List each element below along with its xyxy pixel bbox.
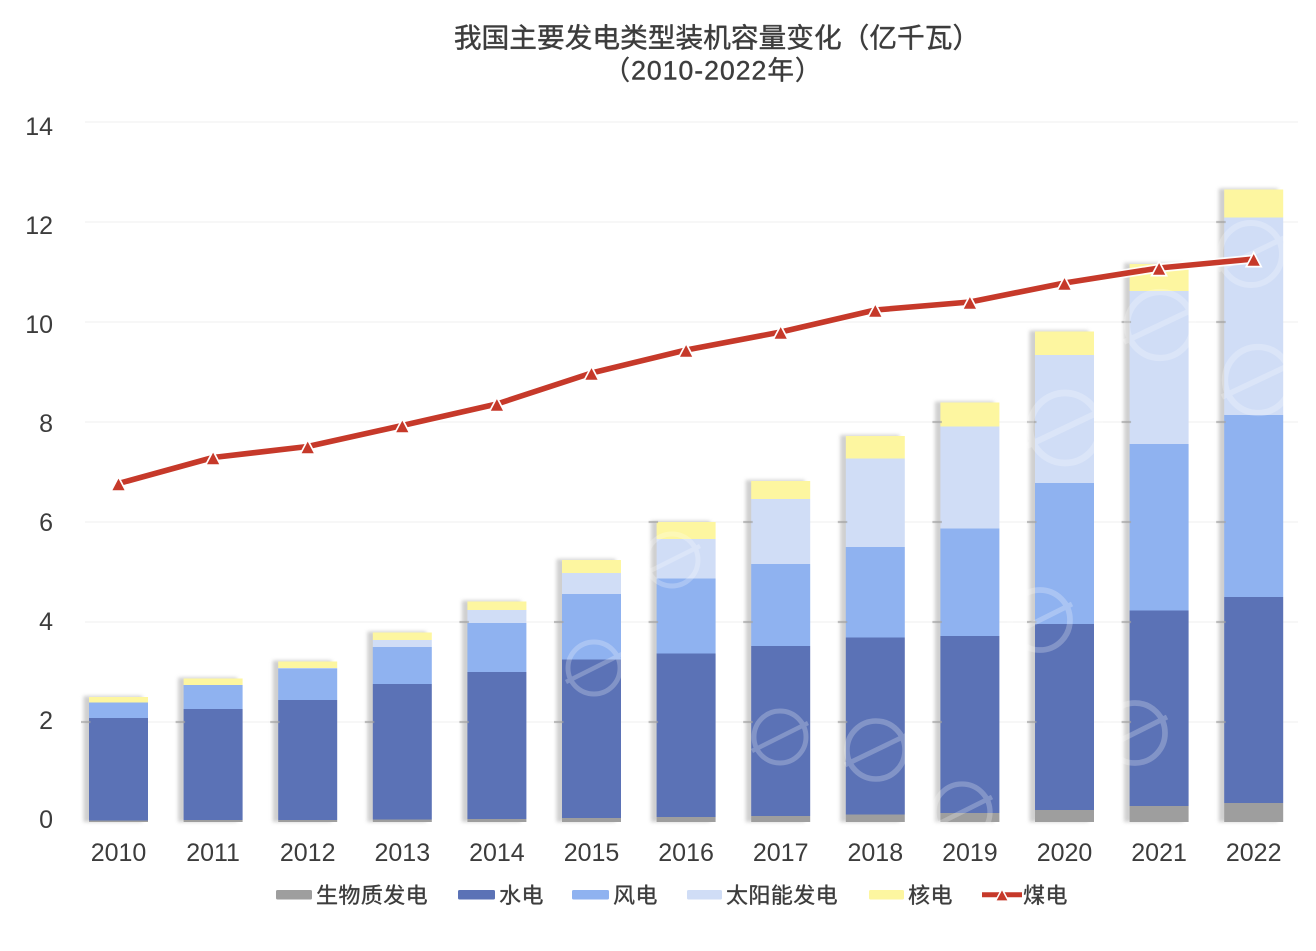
svg-text:2019: 2019 bbox=[942, 839, 998, 867]
svg-text:0: 0 bbox=[39, 806, 53, 834]
svg-text:2017: 2017 bbox=[753, 839, 809, 867]
svg-text:4: 4 bbox=[39, 608, 53, 636]
svg-text:2018: 2018 bbox=[847, 839, 903, 867]
svg-text:2020: 2020 bbox=[1037, 839, 1093, 867]
svg-text:10: 10 bbox=[25, 311, 53, 339]
svg-text:8: 8 bbox=[39, 410, 53, 438]
svg-text:2015: 2015 bbox=[564, 839, 620, 867]
svg-text:2014: 2014 bbox=[469, 839, 525, 867]
svg-text:2013: 2013 bbox=[374, 839, 430, 867]
svg-text:6: 6 bbox=[39, 509, 53, 537]
svg-text:2011: 2011 bbox=[186, 839, 240, 867]
svg-text:2012: 2012 bbox=[280, 839, 336, 867]
svg-text:12: 12 bbox=[25, 212, 53, 240]
svg-text:2: 2 bbox=[39, 707, 53, 735]
svg-text:14: 14 bbox=[25, 113, 53, 141]
svg-text:2021: 2021 bbox=[1131, 839, 1187, 867]
svg-text:2010: 2010 bbox=[91, 839, 147, 867]
svg-text:2022: 2022 bbox=[1226, 839, 1282, 867]
svg-text:2016: 2016 bbox=[658, 839, 714, 867]
